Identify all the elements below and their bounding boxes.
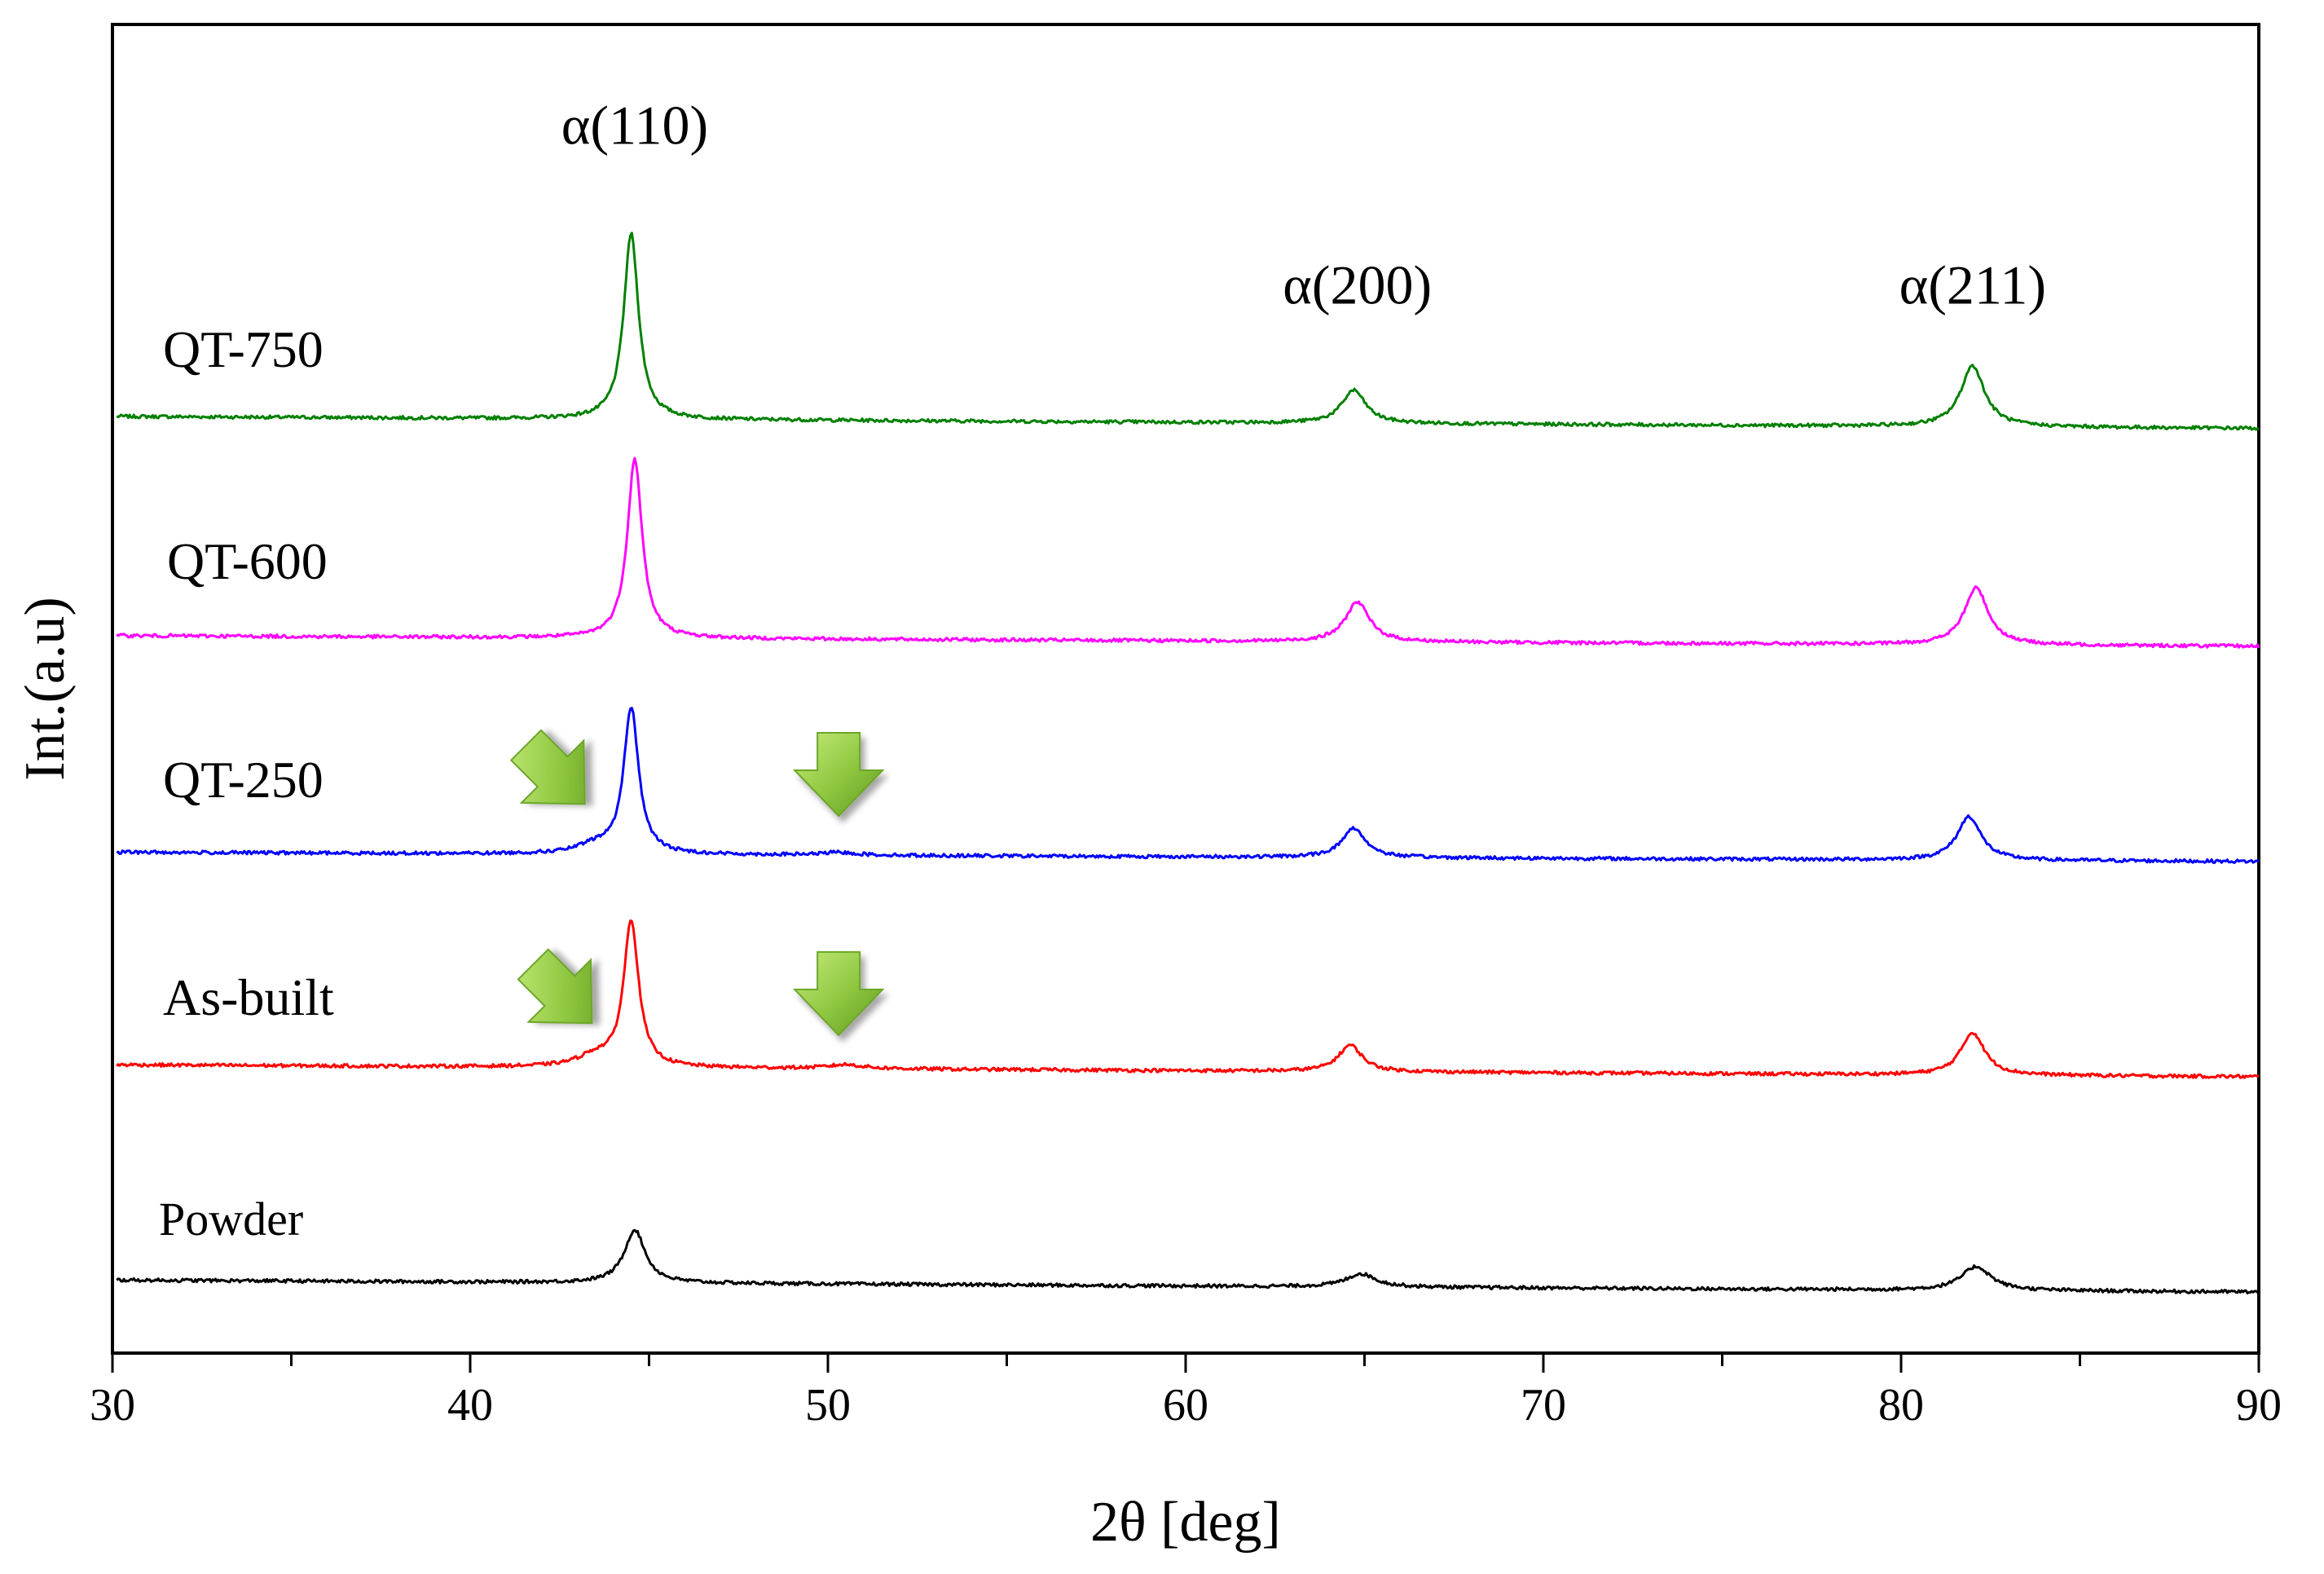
plot-frame [111,23,2260,1355]
series-label-powder: Powder [159,1193,303,1246]
peak-label-110: α(110) [561,95,708,157]
peak-label-211: α(211) [1899,254,2046,315]
series-line-qt-600 [116,456,2260,649]
arrow-as-built-left [517,948,593,1025]
x-axis-ticks [111,1353,2260,1373]
x-axis-title: 2θ [deg] [1090,1491,1281,1554]
series-line-qt-250 [116,707,2260,864]
y-axis-title: Int.(a.u) [14,597,77,780]
series-label-qt-750: QT-750 [163,320,324,378]
series-line-as-built [116,919,2260,1079]
x-tick-label-30: 30 [90,1380,135,1431]
x-tick-label-70: 70 [1521,1380,1566,1431]
x-tick-label-90: 90 [2236,1380,2282,1431]
x-tick-label-40: 40 [447,1380,493,1431]
series-labels: QT-750 QT-600 QT-250 As-built Powder [159,320,334,1246]
peak-label-200: α(200) [1283,254,1432,315]
series-label-qt-250: QT-250 [163,751,324,809]
arrow-layer [509,729,885,1037]
series-label-as-built: As-built [163,968,334,1026]
series-label-qt-600: QT-600 [167,532,328,590]
x-tick-label-60: 60 [1163,1380,1208,1431]
x-axis-tick-labels: 30 40 50 60 70 80 90 [90,1380,2282,1431]
x-tick-label-80: 80 [1878,1380,1924,1431]
arrow-as-built-right [792,950,885,1037]
series-line-qt-750 [116,231,2260,431]
x-tick-label-50: 50 [805,1380,851,1431]
series-layer [116,231,2260,1294]
arrow-qt-250-right [792,732,885,818]
arrow-qt-250-left [509,729,586,805]
peak-labels: α(110) α(200) α(211) [561,95,2046,316]
series-line-powder [116,1228,2260,1294]
